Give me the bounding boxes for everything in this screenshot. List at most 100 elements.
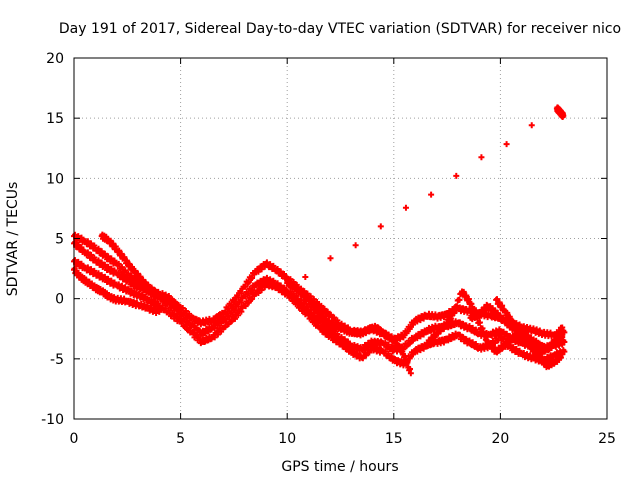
x-tick-label: 20 xyxy=(491,431,509,447)
data-point-fill xyxy=(397,335,404,342)
data-point-fill xyxy=(235,312,242,319)
data-point-fill xyxy=(75,241,82,248)
x-tick-label: 15 xyxy=(385,431,403,447)
data-point xyxy=(561,338,568,345)
data-point-fill xyxy=(228,309,235,316)
data-point-fill xyxy=(242,283,249,290)
data-point-fill xyxy=(98,259,105,266)
axis-ticks: 0 5 10 15 20 25 -10 -5 0 5 10 15 20 xyxy=(41,51,616,447)
data-point-fill xyxy=(479,325,486,332)
data-point-fill xyxy=(255,268,262,275)
data-point-fill xyxy=(258,287,265,294)
data-point-fill xyxy=(420,315,427,322)
data-point-fill xyxy=(136,282,143,289)
data-point-fill xyxy=(338,339,345,346)
data-point-fill xyxy=(469,324,476,331)
data-point-fill xyxy=(327,255,334,262)
data-point-fill xyxy=(238,308,245,315)
data-point-fill xyxy=(182,314,189,321)
data-point-fill xyxy=(274,265,281,272)
data-point-fill xyxy=(95,245,102,252)
x-axis-label: GPS time / hours xyxy=(281,459,398,475)
data-point-fill xyxy=(385,341,392,348)
data-point-fill xyxy=(249,295,256,302)
data-point-fill xyxy=(404,359,411,366)
data-point-fill xyxy=(211,325,218,332)
data-point-fill xyxy=(270,262,277,269)
y-axis-label: SDTVAR / TECUs xyxy=(5,182,21,297)
data-point-fill xyxy=(263,259,270,266)
data-point-fill xyxy=(314,299,321,306)
y-tick-label: -10 xyxy=(41,412,64,428)
data-point-fill xyxy=(238,290,245,297)
data-point-fill xyxy=(186,310,193,317)
data-point-fill xyxy=(231,315,238,322)
data-point-fill xyxy=(466,337,473,344)
data-point-fill xyxy=(211,334,218,341)
data-point xyxy=(560,112,567,119)
data-point-fill xyxy=(218,328,225,335)
data-point-fill xyxy=(341,336,348,343)
data-point-fill xyxy=(122,267,129,274)
data-point-fill xyxy=(417,347,424,354)
data-point-fill xyxy=(388,343,395,350)
data-point-fill xyxy=(287,292,294,299)
data-point-fill xyxy=(341,341,348,348)
data-point-fill xyxy=(298,303,305,310)
data-point-fill xyxy=(141,301,148,308)
data-point-fill xyxy=(179,311,186,318)
data-point-fill xyxy=(115,269,122,276)
data-point-fill xyxy=(72,239,79,246)
data-point-fill xyxy=(95,257,102,264)
data-point-fill xyxy=(258,266,265,273)
data-point-fill xyxy=(98,248,105,255)
data-point-fill xyxy=(440,314,447,321)
data-point-fill xyxy=(414,335,421,342)
data-point-fill xyxy=(249,274,256,281)
data-point-fill xyxy=(324,308,331,315)
data-point-fill xyxy=(321,305,328,312)
data-point-fill xyxy=(245,279,252,286)
data-point xyxy=(407,370,414,377)
data-point-fill xyxy=(182,321,189,328)
data-point-fill xyxy=(186,325,193,332)
data-point-fill xyxy=(469,339,476,346)
data-point-fill xyxy=(139,291,146,298)
plot-frame xyxy=(73,57,608,420)
data-point-fill xyxy=(310,316,317,323)
data-point-fill xyxy=(472,326,479,333)
data-point-fill xyxy=(290,295,297,302)
data-point-fill xyxy=(440,339,447,346)
data-point-fill xyxy=(115,260,122,267)
data-points xyxy=(71,104,568,377)
data-point-fill xyxy=(115,281,122,288)
data-point-fill xyxy=(228,318,235,325)
y-tick-label: 20 xyxy=(46,51,64,67)
data-point-fill xyxy=(352,242,359,249)
data-point-fill xyxy=(516,347,523,354)
data-point-fill xyxy=(138,300,145,307)
data-point-fill xyxy=(318,302,325,309)
x-tick-label: 0 xyxy=(70,431,79,447)
data-point-fill xyxy=(242,303,249,310)
y-tick-label: -5 xyxy=(50,352,64,368)
data-point xyxy=(302,274,309,281)
data-point-fill xyxy=(513,345,520,352)
data-point-fill xyxy=(214,322,221,329)
data-point-fill xyxy=(510,344,517,351)
data-point-fill xyxy=(385,350,392,357)
data-point-fill xyxy=(318,324,325,331)
x-tick-label: 5 xyxy=(176,431,185,447)
data-point-fill xyxy=(293,298,300,305)
data-point-fill xyxy=(324,329,331,336)
data-point-fill xyxy=(503,141,510,148)
data-point-fill xyxy=(451,309,458,316)
data-point-fill xyxy=(307,313,314,320)
data-point-fill xyxy=(417,333,424,340)
grid-lines xyxy=(74,58,607,419)
data-point-fill xyxy=(267,261,274,268)
data-point-fill xyxy=(235,303,242,310)
data-point-fill xyxy=(402,204,409,211)
data-point-fill xyxy=(162,291,169,298)
data-point-fill xyxy=(388,353,395,360)
